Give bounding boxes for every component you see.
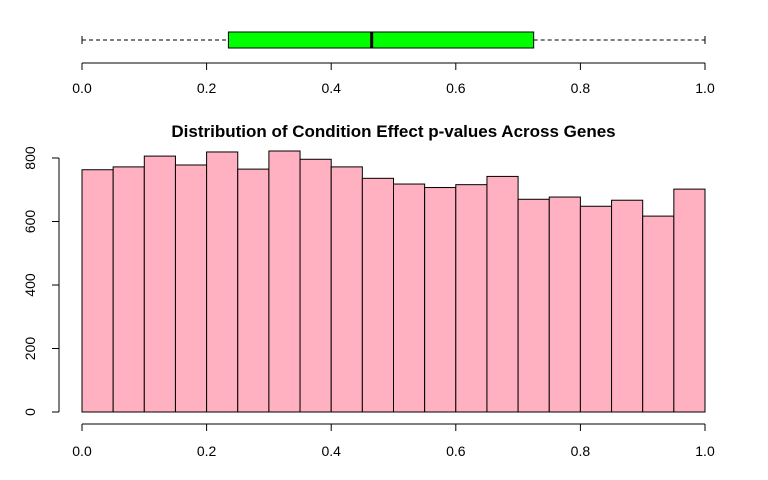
histogram-bar	[486, 175, 519, 413]
boxplot-x-tick-label: 1.0	[695, 80, 715, 96]
histogram-bar	[330, 166, 363, 413]
histogram-bar	[206, 151, 239, 413]
histogram-y-tick-label: 400	[22, 273, 38, 297]
histogram-bar	[548, 196, 581, 413]
boxplot-x-tick-label: 0.4	[321, 80, 341, 96]
histogram-bar	[455, 184, 488, 413]
histogram-x-tick-label: 0.6	[446, 443, 466, 459]
histogram-y-tick-label: 800	[22, 146, 38, 170]
histogram-bar	[268, 150, 301, 413]
histogram-y-tick-label: 200	[22, 337, 38, 361]
boxplot-x-tick-label: 0.2	[197, 80, 217, 96]
histogram-x-tick-label: 0.4	[321, 443, 341, 459]
histogram-bar	[237, 168, 270, 413]
histogram-bar	[393, 183, 426, 413]
histogram-bar	[143, 155, 176, 413]
boxplot-panel: 0.0 0.2 0.4 0.6 0.8 1.0	[72, 31, 715, 96]
histogram-x-tick-label: 0.2	[197, 443, 217, 459]
histogram-bar	[174, 164, 208, 413]
histogram-bar	[361, 177, 395, 413]
box-iqr	[227, 31, 535, 49]
histogram-x-tick-label: 0.8	[571, 443, 591, 459]
chart-title: Distribution of Condition Effect p-value…	[171, 122, 615, 141]
boxplot-x-tick-label: 0.6	[446, 80, 466, 96]
histogram-bar	[642, 215, 675, 413]
boxplot-x-tick-label: 0.8	[571, 80, 591, 96]
histogram-bar	[579, 205, 613, 413]
histogram-bar	[112, 166, 145, 413]
histogram-x-tick-label: 1.0	[695, 443, 715, 459]
histogram-bar	[424, 187, 457, 413]
histogram-bar	[673, 188, 706, 413]
boxplot-x-tick-label: 0.0	[72, 80, 92, 96]
histogram-y-tick-label: 600	[22, 210, 38, 234]
histogram-bar	[81, 169, 114, 413]
histogram-bar	[299, 158, 332, 413]
histogram-bar	[611, 199, 644, 413]
histogram-panel: 0.0 0.2 0.4 0.6 0.8 1.0 0 200 400 600 800	[22, 146, 715, 459]
histogram-y-tick-label: 0	[22, 408, 38, 416]
histogram-bar	[517, 198, 550, 413]
histogram-x-tick-label: 0.0	[72, 443, 92, 459]
